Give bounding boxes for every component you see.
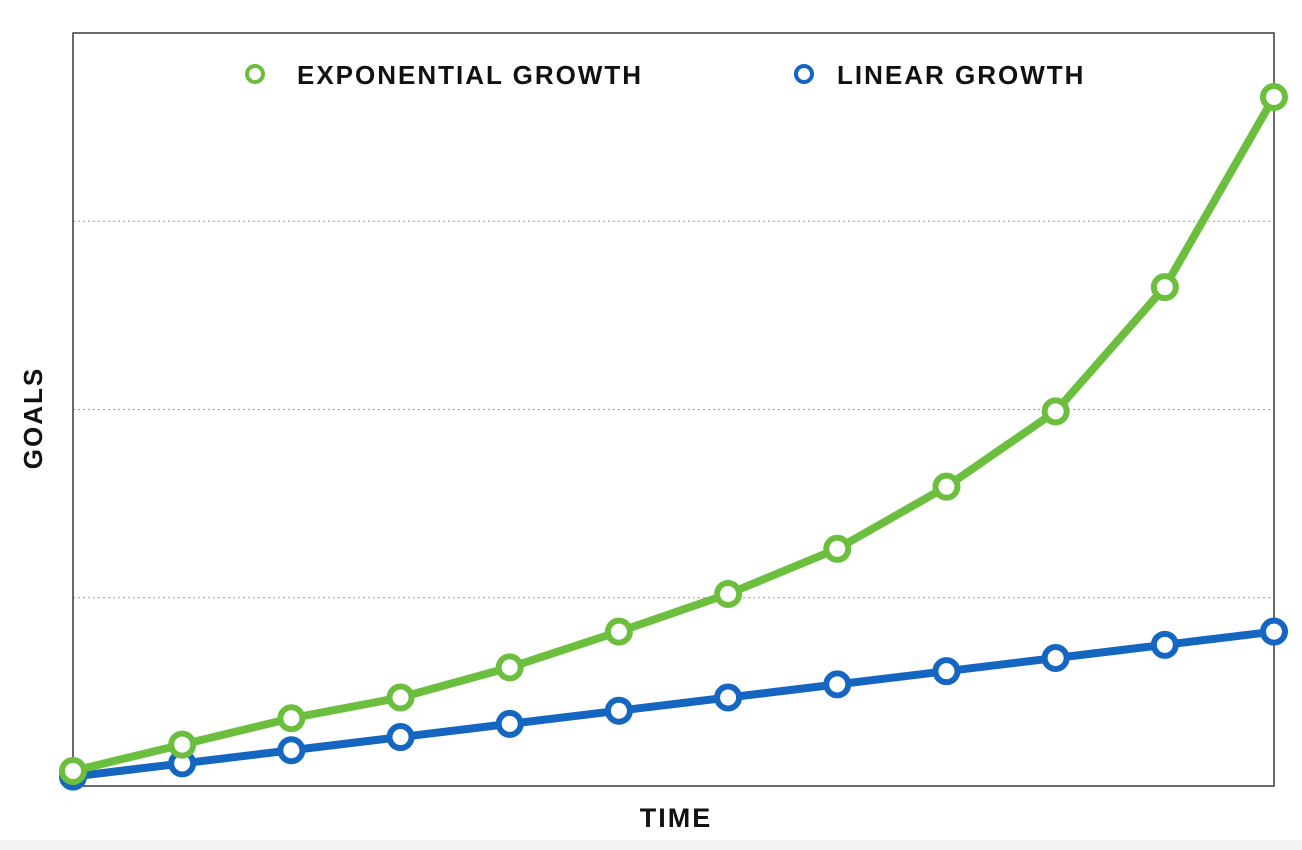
data-point-exponential — [168, 730, 197, 759]
data-point-exponential — [932, 472, 961, 501]
data-point-exponential — [386, 683, 415, 712]
legend-label-exponential: EXPONENTIAL GROWTH — [297, 60, 643, 90]
data-point-linear — [1150, 630, 1179, 659]
data-point-exponential — [59, 756, 87, 785]
series-line-linear — [69, 627, 1278, 781]
plot-frame — [72, 32, 1275, 787]
data-point-exponential — [714, 579, 743, 608]
legend-marker-linear — [794, 64, 814, 84]
legend-item-linear: LINEAR GROWTH — [794, 60, 1085, 90]
x-axis-label: TIME — [640, 803, 713, 833]
series-points — [59, 83, 1288, 791]
y-axis-label: GOALS — [18, 367, 48, 469]
legend: EXPONENTIAL GROWTH LINEAR GROWTH — [245, 60, 1085, 90]
data-point-exponential — [277, 704, 306, 733]
bottom-strip — [0, 840, 1302, 850]
legend-item-exponential: EXPONENTIAL GROWTH — [245, 60, 643, 90]
data-point-linear — [932, 657, 961, 686]
series-line-exponential — [69, 93, 1278, 775]
data-point-exponential — [1150, 273, 1179, 302]
gridlines — [73, 220, 1274, 599]
data-point-linear — [277, 736, 306, 765]
series-lines — [69, 93, 1278, 781]
data-point-linear — [495, 709, 524, 738]
data-point-linear — [1260, 617, 1288, 646]
data-point-exponential — [495, 653, 524, 682]
data-point-linear — [714, 683, 743, 712]
data-point-linear — [604, 696, 633, 725]
data-point-exponential — [1260, 83, 1288, 112]
data-point-exponential — [604, 617, 633, 646]
data-point-linear — [1041, 643, 1070, 672]
legend-label-linear: LINEAR GROWTH — [837, 60, 1085, 90]
legend-marker-exponential — [245, 64, 265, 84]
data-point-linear — [823, 670, 852, 699]
data-point-exponential — [823, 534, 852, 563]
data-point-exponential — [1041, 397, 1070, 426]
data-point-linear — [386, 723, 415, 752]
